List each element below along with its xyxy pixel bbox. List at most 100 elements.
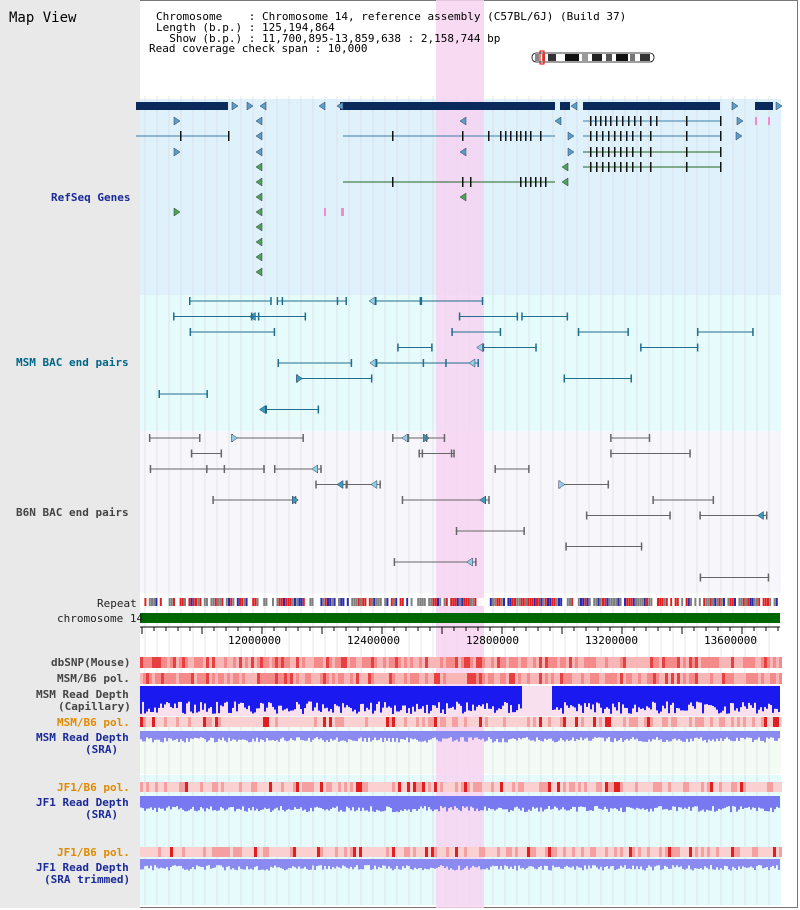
- read-depth-bar: [532, 731, 534, 741]
- read-depth-bar: [248, 731, 250, 743]
- track-label-msm-depth-capillary[interactable]: MSM Read Depth: [36, 688, 129, 701]
- read-depth-bar: [358, 796, 360, 808]
- read-depth-bar: [246, 686, 248, 710]
- read-depth-bar: [522, 796, 524, 808]
- polymorphism-cell: [293, 657, 296, 668]
- polymorphism-cell: [749, 717, 752, 727]
- page-title: Map View: [9, 10, 77, 26]
- read-depth-bar: [370, 731, 372, 742]
- track-label-jf1-depth[interactable]: JF1 Read Depth: [36, 796, 129, 809]
- read-depth-bar: [388, 731, 390, 739]
- polymorphism-cell: [476, 847, 479, 857]
- read-depth-bar: [484, 859, 486, 870]
- polymorphism-cell: [596, 673, 599, 684]
- polymorphism-cell: [311, 657, 314, 668]
- read-depth-bar: [260, 859, 262, 870]
- read-depth-bar: [438, 796, 440, 812]
- track-label-jf1-depth-trim[interactable]: JF1 Read Depth: [36, 861, 129, 874]
- read-depth-bar: [514, 859, 516, 866]
- repeat-bar: [696, 598, 699, 606]
- polymorphism-cell: [623, 717, 626, 727]
- polymorphism-cell: [359, 847, 362, 857]
- read-depth-bar: [640, 859, 642, 867]
- repeat-bar: [210, 598, 213, 606]
- track-label-msm-bac[interactable]: MSM BAC end pairs: [16, 356, 129, 369]
- read-depth-bar: [396, 859, 398, 866]
- read-depth-bar: [316, 796, 318, 807]
- polymorphism-cell: [185, 782, 188, 792]
- repeat-bar: [610, 598, 613, 606]
- read-depth-bar: [288, 731, 290, 741]
- read-depth-bar: [292, 731, 294, 741]
- gene-exon: [596, 147, 598, 157]
- read-depth-bar: [380, 796, 382, 812]
- bac-end: [494, 465, 496, 473]
- repeat-bar: [245, 598, 248, 606]
- read-depth-bar: [594, 859, 596, 866]
- read-depth-bar: [632, 796, 634, 809]
- read-depth-bar: [646, 796, 648, 810]
- track-label-jf1-pol-trim[interactable]: JF1/B6 pol.: [57, 846, 130, 859]
- polymorphism-cell: [413, 847, 416, 857]
- polymorphism-cell: [242, 847, 245, 857]
- polymorphism-cell: [662, 847, 665, 857]
- read-depth-bar: [416, 686, 418, 704]
- polymorphism-cell: [290, 847, 293, 857]
- bac-end-arrow: [259, 405, 266, 414]
- polymorphism-cell: [731, 657, 734, 668]
- track-label-msm-pol[interactable]: MSM/B6 pol.: [57, 672, 130, 685]
- polymorphism-cell: [170, 782, 173, 792]
- read-depth-bar: [642, 859, 644, 870]
- polymorphism-cell: [530, 673, 533, 684]
- repeat-bar: [714, 598, 717, 606]
- repeat-bar: [173, 598, 175, 606]
- read-depth-bar: [352, 796, 354, 808]
- read-depth-bar: [408, 796, 410, 810]
- read-depth-bar: [372, 796, 374, 812]
- polymorphism-cell: [194, 782, 197, 792]
- read-depth-bar: [602, 796, 604, 810]
- gene-exon: [392, 177, 394, 187]
- polymorphism-cell: [605, 782, 608, 792]
- read-depth-bar: [214, 796, 216, 811]
- polymorphism-cell: [533, 847, 536, 857]
- polymorphism-cell: [266, 657, 269, 668]
- polymorphism-cell: [218, 782, 221, 792]
- polymorphism-cell: [404, 657, 407, 668]
- polymorphism-cell: [152, 657, 155, 668]
- track-label-msm-depth-sra[interactable]: MSM Read Depth: [36, 731, 129, 744]
- bac-end: [189, 328, 192, 336]
- polymorphism-cell: [434, 782, 437, 792]
- read-depth-bar: [188, 686, 190, 702]
- repeat-bar: [384, 598, 387, 606]
- track-label-msm-pol-sra[interactable]: MSM/B6 pol.: [57, 716, 130, 729]
- polymorphism-cell: [761, 717, 764, 727]
- read-depth-bar: [572, 731, 574, 738]
- polymorphism-cell: [455, 782, 458, 792]
- track-label-dbsnp[interactable]: dbSNP(Mouse): [51, 656, 131, 669]
- repeat-bar: [313, 598, 316, 606]
- header-coverage-span: Read coverage check span : 10,000: [149, 42, 368, 55]
- polymorphism-cell: [638, 657, 641, 668]
- repeat-bar: [624, 598, 626, 606]
- track-label-jf1-pol[interactable]: JF1/B6 pol.: [57, 781, 130, 794]
- gene-bar: [560, 102, 570, 110]
- track-label-b6n-bac[interactable]: B6N BAC end pairs: [16, 506, 129, 519]
- polymorphism-cell: [593, 657, 596, 668]
- polymorphism-cell: [371, 847, 374, 857]
- polymorphism-cell: [668, 782, 671, 792]
- polymorphism-cell: [248, 847, 251, 857]
- polymorphism-cell: [611, 782, 614, 792]
- read-depth-bar: [390, 796, 392, 809]
- polymorphism-cell: [611, 847, 614, 857]
- polymorphism-cell: [770, 717, 773, 727]
- polymorphism-cell: [251, 657, 254, 668]
- polymorphism-cell: [710, 847, 713, 857]
- repeat-bar: [569, 598, 571, 606]
- read-depth-bar: [762, 686, 764, 712]
- polymorphism-cell: [539, 847, 542, 857]
- polymorphism-cell: [266, 782, 269, 792]
- track-label-refseq[interactable]: RefSeq Genes: [51, 191, 131, 204]
- bac-end: [535, 343, 537, 352]
